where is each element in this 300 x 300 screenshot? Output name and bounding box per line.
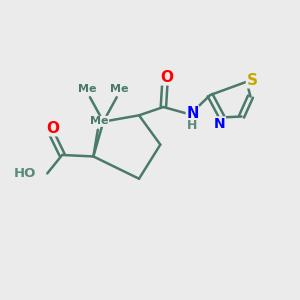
Text: N: N xyxy=(214,117,225,131)
Text: O: O xyxy=(47,121,60,136)
Text: Me: Me xyxy=(78,84,96,94)
Text: O: O xyxy=(160,70,173,85)
Text: S: S xyxy=(247,73,257,88)
Text: Me: Me xyxy=(90,116,109,126)
Text: N: N xyxy=(186,106,199,121)
Text: HO: HO xyxy=(14,167,36,180)
Text: Me: Me xyxy=(110,84,129,94)
Text: H: H xyxy=(187,119,198,132)
